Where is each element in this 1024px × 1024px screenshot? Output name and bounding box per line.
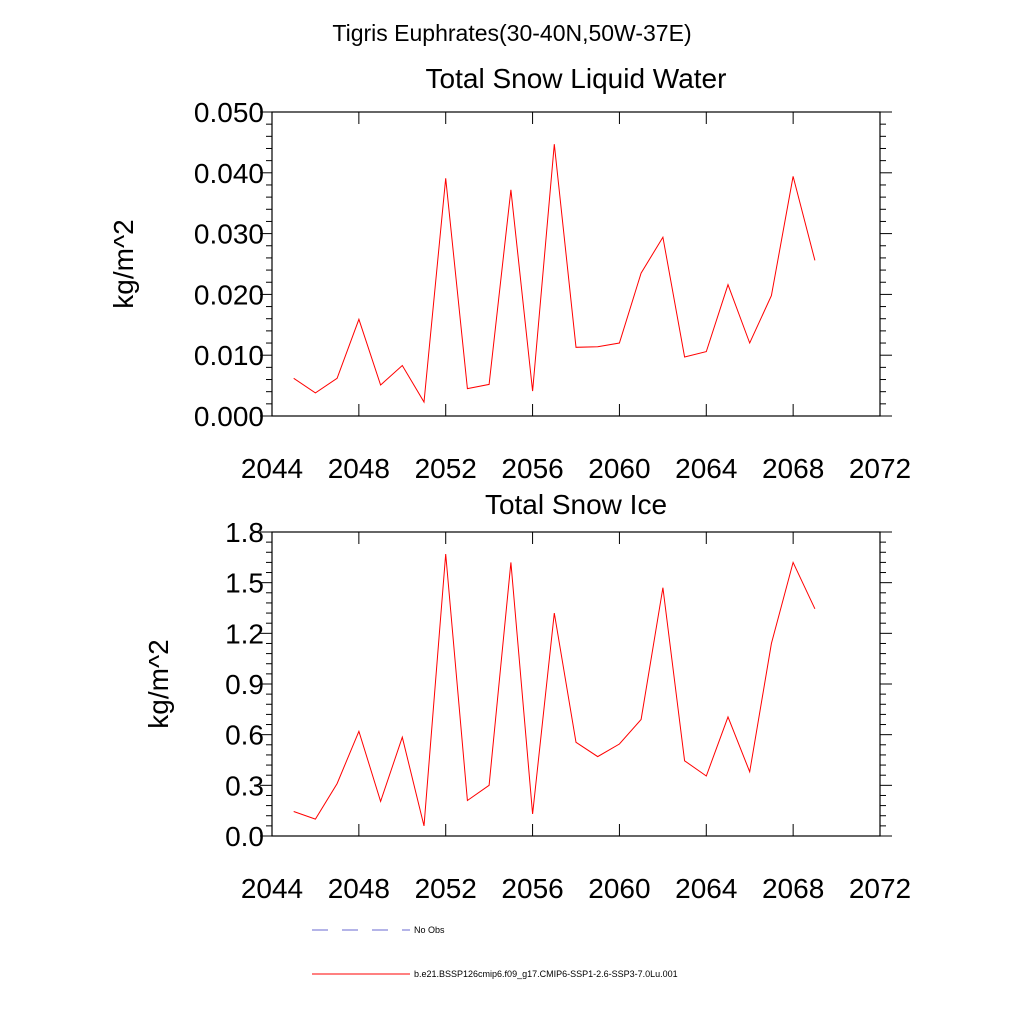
y-tick-label: 0.3 bbox=[225, 770, 264, 801]
figure-title: Tigris Euphrates(30-40N,50W-37E) bbox=[332, 20, 691, 46]
x-tick-label: 2060 bbox=[588, 453, 650, 484]
y-axis-label: kg/m^2 bbox=[143, 639, 174, 728]
panel-snow-liquid-water: Total Snow Liquid Water kg/m^2 2044 2048 2… bbox=[108, 63, 911, 484]
x-tick-label: 2068 bbox=[762, 873, 824, 904]
y-axis-label: kg/m^2 bbox=[108, 219, 139, 308]
x-tick-label: 2064 bbox=[675, 873, 737, 904]
x-tick-label: 2072 bbox=[849, 873, 911, 904]
x-tick-label: 2060 bbox=[588, 873, 650, 904]
panel-title: Total Snow Ice bbox=[485, 489, 667, 520]
y-tick-label: 0.020 bbox=[194, 279, 264, 310]
x-tick-label: 2048 bbox=[328, 453, 390, 484]
y-tick-label: 0.000 bbox=[194, 401, 264, 432]
legend-label-no-obs: No Obs bbox=[414, 925, 445, 935]
y-tick-label: 0.030 bbox=[194, 219, 264, 250]
x-tick-label: 2048 bbox=[328, 873, 390, 904]
x-tick-label: 2052 bbox=[415, 873, 477, 904]
y-tick-label: 1.5 bbox=[225, 568, 264, 599]
series-group bbox=[293, 144, 816, 404]
panel-title: Total Snow Liquid Water bbox=[426, 63, 727, 94]
x-tick-label: 2064 bbox=[675, 453, 737, 484]
axis-ticks bbox=[260, 111, 892, 417]
series-line bbox=[293, 144, 816, 404]
axis-ticks bbox=[260, 531, 892, 837]
y-tick-label: 1.8 bbox=[225, 517, 264, 548]
y-tick-label: 0.050 bbox=[194, 97, 264, 128]
x-tick-label: 2044 bbox=[241, 873, 303, 904]
series-group bbox=[293, 553, 816, 827]
x-tick-label: 2056 bbox=[501, 873, 563, 904]
axis-tick-labels: 2044 2048 2052 2056 2060 2064 2068 2072 0.0 0.3 0.… bbox=[225, 517, 911, 904]
y-tick-label: 0.040 bbox=[194, 158, 264, 189]
x-tick-label: 2072 bbox=[849, 453, 911, 484]
x-tick-label: 2068 bbox=[762, 453, 824, 484]
x-tick-label: 2056 bbox=[501, 453, 563, 484]
axis-tick-labels: 2044 2048 2052 2056 2060 2064 2068 2072 0.000 0.0… bbox=[194, 97, 911, 484]
legend-label-model-run: b.e21.BSSP126cmip6.f09_g17.CMIP6-SSP1-2.… bbox=[414, 969, 678, 979]
panel-snow-ice: Total Snow Ice kg/m^2 2044 2048 2052 2056 20… bbox=[143, 489, 911, 904]
y-tick-label: 0.010 bbox=[194, 340, 264, 371]
y-tick-label: 1.2 bbox=[225, 618, 264, 649]
series-line bbox=[293, 553, 816, 827]
y-tick-label: 0.9 bbox=[225, 669, 264, 700]
y-tick-label: 0.0 bbox=[225, 821, 264, 852]
x-tick-label: 2052 bbox=[415, 453, 477, 484]
x-tick-label: 2044 bbox=[241, 453, 303, 484]
y-tick-label: 0.6 bbox=[225, 720, 264, 751]
legend: No Obs b.e21.BSSP126cmip6.f09_g17.CMIP6-… bbox=[312, 925, 678, 979]
plot-frame bbox=[271, 111, 881, 417]
